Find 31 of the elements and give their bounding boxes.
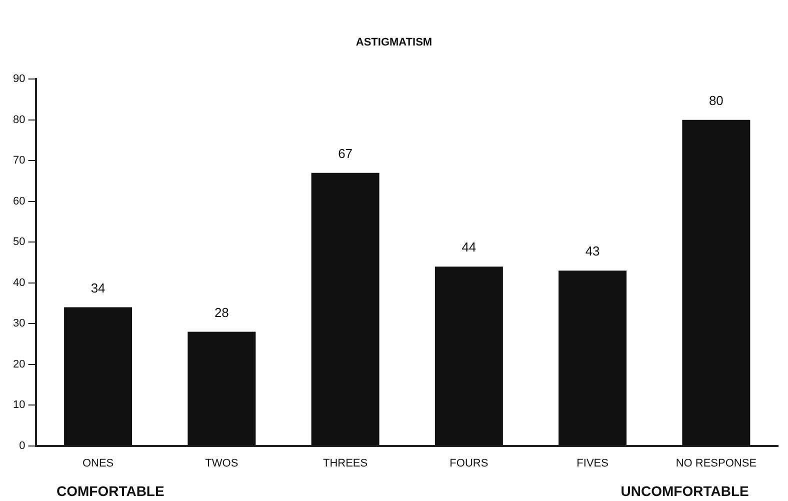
y-tick-label: 50 — [12, 236, 26, 248]
y-tick-label: 40 — [12, 276, 26, 289]
y-tick-label: 70 — [12, 154, 26, 167]
chart-title: ASTIGMATISM — [356, 36, 432, 49]
bar — [558, 270, 627, 446]
y-tick-label: 30 — [12, 318, 26, 330]
y-tick-label: 10 — [12, 399, 26, 412]
bar — [682, 120, 750, 446]
x-tick-label: THREES — [322, 457, 368, 470]
y-tick-label: 20 — [12, 358, 26, 370]
data-label: 44 — [462, 240, 476, 255]
y-tick-label: 60 — [12, 195, 26, 208]
text: COMFORTABLE — [56, 482, 164, 499]
bar — [434, 266, 503, 446]
data-label: 28 — [214, 304, 229, 320]
bar — [64, 307, 132, 446]
text: UNCOMFORTABLE — [620, 482, 749, 499]
data-label: 43 — [585, 244, 600, 259]
data-label: 67 — [338, 146, 353, 161]
x-tick-label: FOURS — [450, 457, 488, 470]
x-tick-label: FIVES — [576, 457, 608, 470]
bar — [311, 172, 380, 446]
bar — [188, 332, 256, 446]
x-tick-label: NO RESPONSE — [676, 457, 757, 470]
x-tick-label: TWOS — [205, 457, 238, 470]
y-tick-label: 0 — [19, 440, 26, 452]
data-label: 34 — [90, 280, 106, 296]
y-tick-label: 80 — [12, 114, 26, 126]
data-label: 80 — [708, 93, 724, 108]
x-tick-label: ONES — [82, 457, 114, 470]
y-tick-label: 90 — [12, 73, 26, 86]
